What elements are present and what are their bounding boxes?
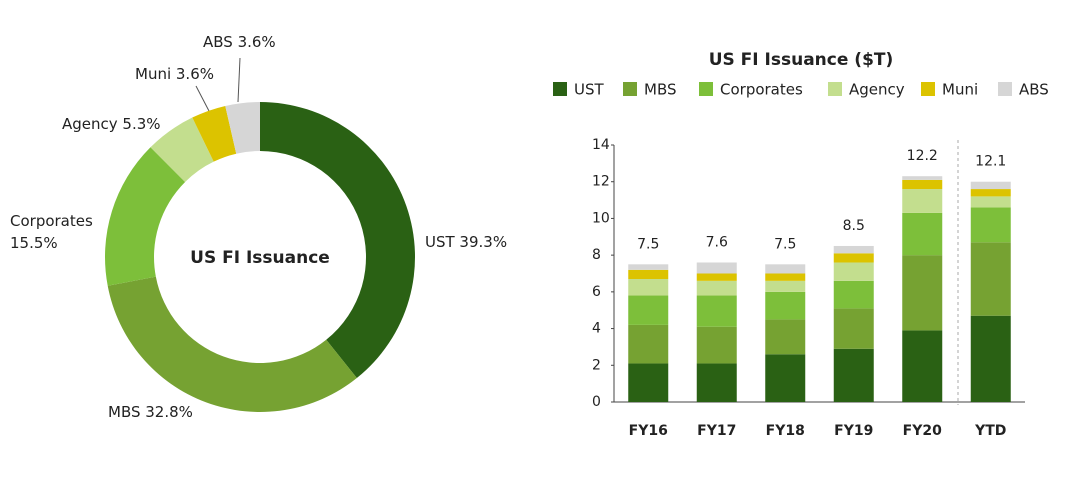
- x-tick-label: FY20: [903, 423, 942, 439]
- leader-line: [237, 57, 241, 103]
- slice-label: Muni 3.6%: [135, 65, 214, 83]
- bar-segment: [970, 196, 1011, 208]
- bar-segment: [833, 262, 874, 281]
- bar-segment: [902, 330, 943, 402]
- leader-line: [195, 85, 210, 112]
- legend-label: Agency: [849, 81, 905, 99]
- bar-segment: [765, 319, 806, 355]
- total-label: 7.5: [774, 236, 796, 252]
- legend-label: MBS: [644, 81, 677, 99]
- y-tick-label: 2: [592, 357, 601, 373]
- bar-segment: [765, 291, 806, 320]
- total-label: 7.5: [637, 236, 659, 252]
- slice-label: MBS 32.8%: [108, 403, 193, 421]
- donut-slice: [225, 102, 260, 154]
- slice-label: UST 39.3%: [425, 233, 508, 251]
- legend-label: ABS: [1019, 81, 1049, 99]
- x-tick-label: FY17: [697, 423, 736, 439]
- bar-segment: [696, 295, 737, 327]
- bar-segment: [765, 264, 806, 274]
- bar-segment: [696, 273, 737, 281]
- bar-segment: [833, 280, 874, 309]
- bar-segment: [833, 253, 874, 263]
- bar-segment: [970, 207, 1011, 243]
- legend-label: UST: [574, 81, 605, 99]
- donut-slice: [260, 102, 415, 379]
- bar-segment: [970, 189, 1011, 197]
- x-tick-label: FY19: [834, 423, 873, 439]
- bar-segment: [902, 176, 943, 180]
- bar-segment: [628, 363, 669, 402]
- donut-slice: [192, 105, 237, 162]
- bar-segment: [970, 181, 1011, 190]
- bar-segment: [628, 264, 669, 270]
- y-tick-label: 12: [592, 174, 610, 190]
- x-tick-label: FY16: [629, 423, 668, 439]
- bar-segment: [628, 269, 669, 280]
- total-label: 7.6: [706, 234, 728, 250]
- y-tick-label: 4: [592, 321, 601, 337]
- y-tick-label: 14: [592, 137, 610, 153]
- bar-segment: [628, 279, 669, 296]
- center-label: US FI Issuance: [190, 248, 330, 268]
- x-tick-label: YTD: [974, 423, 1006, 439]
- legend-label: Muni: [942, 81, 978, 99]
- bar-segment: [902, 212, 943, 256]
- total-label: 12.1: [975, 154, 1006, 170]
- bar-segment: [833, 348, 874, 402]
- y-tick-label: 6: [592, 284, 601, 300]
- bar-segment: [696, 280, 737, 296]
- bar-segment: [833, 245, 874, 254]
- bar-segment: [902, 255, 943, 331]
- legend-swatch: [828, 82, 842, 96]
- bar-segment: [833, 308, 874, 349]
- legend-swatch: [699, 82, 713, 96]
- donut-slice: [105, 147, 186, 286]
- bar-segment: [765, 354, 806, 402]
- bar-segment: [765, 280, 806, 292]
- slice-label: Corporates 15.5%: [10, 212, 93, 252]
- total-label: 12.2: [907, 148, 938, 164]
- bar-segment: [628, 295, 669, 325]
- legend-swatch: [553, 82, 567, 96]
- donut-slice: [107, 276, 357, 412]
- y-tick-label: 8: [592, 247, 601, 263]
- bar-segment: [628, 324, 669, 364]
- legend-swatch: [623, 82, 637, 96]
- legend-swatch: [998, 82, 1012, 96]
- bar-segment: [696, 363, 737, 402]
- bar-segment: [696, 262, 737, 274]
- bar-segment: [902, 179, 943, 190]
- bar-segment: [902, 189, 943, 213]
- bar-segment: [970, 242, 1011, 316]
- bar-segment: [970, 315, 1011, 402]
- bar-segment: [696, 326, 737, 364]
- y-tick-label: 0: [592, 394, 601, 410]
- donut-slice: [150, 117, 214, 182]
- legend-swatch: [921, 82, 935, 96]
- slice-label: Agency 5.3%: [62, 115, 161, 133]
- bar-segment: [765, 273, 806, 281]
- slice-label: ABS 3.6%: [203, 33, 276, 51]
- x-tick-label: FY18: [766, 423, 805, 439]
- y-tick-label: 10: [592, 210, 610, 226]
- chart-title: US FI Issuance ($T): [709, 50, 894, 70]
- legend-label: Corporates: [720, 81, 803, 99]
- total-label: 8.5: [843, 218, 865, 234]
